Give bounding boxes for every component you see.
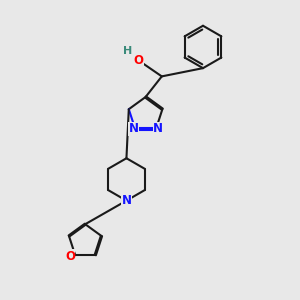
Text: O: O [133,54,143,67]
Text: N: N [153,122,163,136]
Text: H: H [123,46,133,56]
Text: N: N [122,194,131,207]
Text: N: N [129,122,139,136]
Text: O: O [65,250,75,263]
